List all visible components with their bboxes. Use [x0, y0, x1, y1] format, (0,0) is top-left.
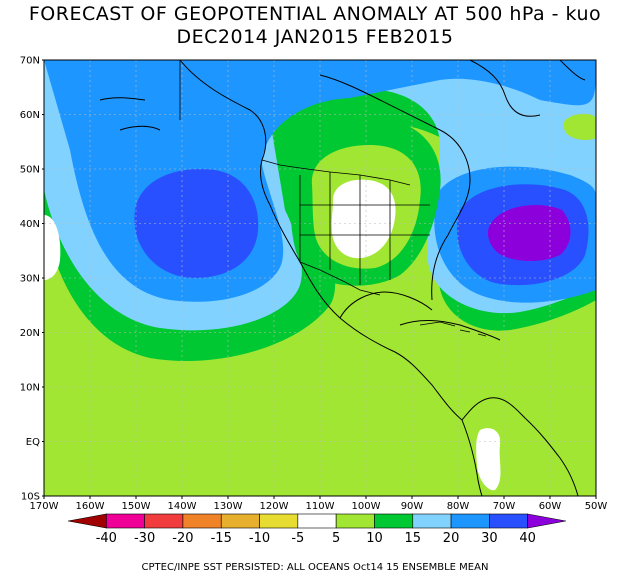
colorbar-swatch	[335, 513, 375, 529]
colorbar-label: -20	[172, 531, 193, 546]
lon-label: 150W	[122, 501, 151, 512]
colorbar-label: -5	[291, 531, 304, 546]
anomaly-region-central-p5	[331, 179, 396, 259]
lat-label: 20N	[20, 328, 40, 339]
colorbar-swatch	[374, 513, 414, 529]
borders	[179, 60, 430, 296]
lat-label: 10N	[20, 383, 40, 394]
colorbar	[67, 513, 567, 529]
lon-label: 130W	[214, 501, 243, 512]
colorbar-swatch	[489, 513, 528, 529]
lat-label: 70N	[20, 56, 40, 67]
lon-label: 70W	[493, 501, 516, 512]
lat-label: 30N	[20, 274, 40, 285]
anomaly-region-ne-green	[563, 113, 596, 141]
lon-label: 160W	[76, 501, 105, 512]
colorbar-swatch	[144, 513, 184, 529]
colorbar-label: 10	[366, 531, 383, 546]
footer-caption: CPTEC/INPE SST PERSISTED: ALL OCEANS Oct…	[141, 562, 489, 573]
colorbar-swatch	[182, 513, 222, 529]
colorbar-label: -15	[211, 531, 232, 546]
caribbean-islands	[419, 321, 487, 337]
anomaly-region-pacific-p40	[134, 169, 259, 278]
anomaly-region-atlantic-p50	[487, 205, 571, 262]
anomaly-region-sa-white	[476, 428, 501, 491]
colorbar-swatch	[220, 513, 260, 529]
colorbar-labels: -40 -30 -20 -15 -10 -5 5 10 15 20 30 40	[96, 531, 536, 546]
colorbar-label: 20	[443, 531, 460, 546]
longitude-labels: 170W 160W 150W 140W 130W 120W 110W 100W 90W 80W 70…	[30, 496, 608, 512]
colorbar-label: 30	[481, 531, 498, 546]
map-title: FORECAST OF GEOPOTENTIAL ANOMALY AT 500 …	[28, 3, 602, 25]
lat-label: 50N	[20, 165, 40, 176]
map-subtitle: DEC2014 JAN2015 FEB2015	[176, 26, 454, 48]
colorbar-swatch	[450, 513, 490, 529]
colorbar-label: -10	[249, 531, 270, 546]
lon-label: 110W	[306, 501, 335, 512]
colorbar-swatch	[527, 513, 567, 529]
lon-label: 170W	[30, 501, 59, 512]
lat-label: EQ	[26, 437, 40, 448]
colorbar-label: -40	[96, 531, 117, 546]
colorbar-label: -30	[134, 531, 155, 546]
lon-label: 120W	[260, 501, 289, 512]
colorbar-swatch	[259, 513, 299, 529]
lon-label: 90W	[401, 501, 424, 512]
colorbar-label: 40	[519, 531, 536, 546]
lat-label: 60N	[20, 110, 40, 121]
colorbar-label: 5	[332, 531, 340, 546]
anomaly-region-west-white	[44, 215, 61, 280]
colorbar-label: 15	[404, 531, 421, 546]
lon-label: 50W	[585, 501, 608, 512]
anomaly-field	[44, 60, 596, 496]
colorbar-swatch	[297, 513, 337, 529]
coastlines	[99, 60, 586, 496]
colorbar-swatch	[412, 513, 452, 529]
lat-label: 40N	[20, 219, 40, 230]
map-grid	[44, 60, 596, 496]
lon-label: 60W	[539, 501, 562, 512]
colorbar-swatch	[106, 513, 145, 529]
latitude-labels: 70N 60N 50N 40N 30N 20N 10N EQ 10S	[20, 56, 44, 503]
lon-label: 80W	[447, 501, 470, 512]
colorbar-swatch	[67, 513, 107, 529]
lat-label: 10S	[21, 492, 40, 503]
lon-label: 100W	[352, 501, 381, 512]
lon-label: 140W	[168, 501, 197, 512]
